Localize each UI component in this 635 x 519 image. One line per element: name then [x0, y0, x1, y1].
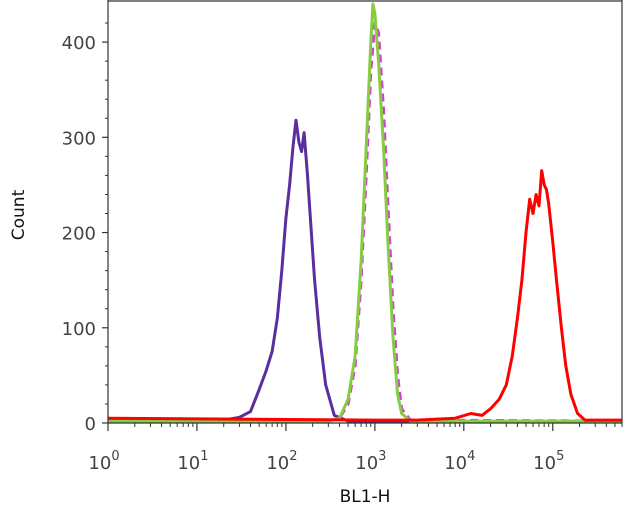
x-axis-title: BL1-H — [340, 487, 391, 507]
y-tick-label: 400 — [62, 33, 96, 54]
series-line-1 — [108, 21, 623, 423]
y-tick-label: 300 — [62, 128, 96, 149]
x-tick-label: 100 — [88, 449, 119, 474]
x-tick-label: 105 — [533, 449, 564, 474]
y-tick-label: 0 — [85, 414, 96, 435]
x-tick-label: 101 — [177, 449, 208, 474]
series-line-3 — [107, 169, 622, 422]
axes-layer — [107, 0, 623, 424]
series-layer — [107, 2, 623, 424]
y-tick-label: 100 — [62, 319, 96, 340]
series-line-2 — [108, 2, 622, 423]
x-tick-label: 103 — [355, 449, 386, 474]
y-axis-title: Count — [9, 189, 29, 240]
ticks-layer: 0 100 200 300 400 100 101 102 103 104 105 — [62, 22, 623, 474]
y-tick-label: 200 — [62, 224, 96, 245]
x-tick-label: 102 — [266, 449, 297, 474]
x-tick-label: 104 — [444, 449, 475, 474]
series-line-0 — [108, 118, 622, 424]
